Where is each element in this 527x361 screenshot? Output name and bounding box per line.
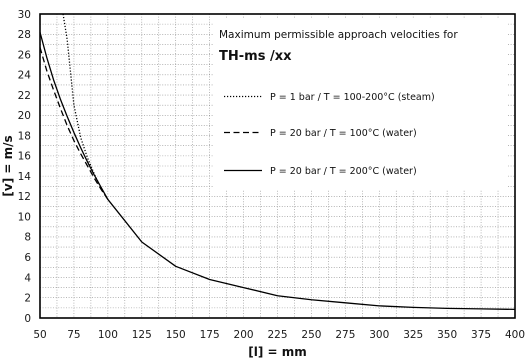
legend-entry-label: P = 20 bar / T = 100°C (water): [270, 128, 417, 139]
series-line-dotted: [62, 13, 109, 200]
x-axis-label: [l] = mm: [248, 345, 307, 359]
legend: Maximum permissible approach velocities …: [214, 18, 507, 190]
y-tick-label: 10: [18, 211, 31, 223]
legend-entries: P = 1 bar / T = 100-200°C (steam) P = 20 …: [224, 92, 435, 177]
y-tick-label: 12: [18, 191, 31, 203]
legend-entry-label: P = 1 bar / T = 100-200°C (steam): [270, 92, 435, 103]
x-tick-label: 250: [301, 329, 321, 341]
y-tick-label: 16: [18, 151, 32, 163]
y-axis-label: [v] = m/s: [1, 135, 15, 196]
series-lines: [39, 13, 516, 311]
y-tick-label: 0: [24, 313, 31, 325]
x-tick-label: 175: [200, 329, 220, 341]
y-tick-label: 2: [24, 293, 31, 305]
plot-frame: [39, 13, 516, 319]
x-tick-label: 100: [98, 329, 118, 341]
y-tick-label: 6: [24, 252, 31, 264]
legend-entry-label: P = 20 bar / T = 200°C (water): [270, 166, 417, 177]
x-tick-label: 325: [403, 329, 423, 341]
x-tick-label: 375: [471, 329, 491, 341]
y-tick-label: 8: [24, 232, 31, 244]
series-line-dashed: [39, 47, 109, 200]
y-tick-label: 26: [18, 49, 32, 61]
x-tick-label: 225: [267, 329, 287, 341]
y-tick-label: 30: [18, 9, 31, 21]
x-tick-label: 125: [132, 329, 152, 341]
y-tick-label: 28: [18, 29, 31, 41]
y-tick-label: 18: [18, 130, 31, 142]
x-tick-labels: 50 75 100 125 150 175 200 225 250 275 300 325 350 375…: [33, 329, 525, 341]
legend-model-name: TH-ms /xx: [219, 49, 292, 64]
y-tick-label: 22: [18, 90, 31, 102]
x-tick-label: 75: [67, 329, 80, 341]
series-line-solid: [39, 32, 516, 311]
x-tick-label: 300: [369, 329, 389, 341]
x-tick-label: 50: [33, 329, 46, 341]
legend-background: [214, 18, 507, 190]
y-tick-label: 14: [18, 171, 32, 183]
y-tick-label: 20: [18, 110, 31, 122]
x-tick-label: 400: [505, 329, 525, 341]
y-tick-label: 4: [24, 272, 31, 284]
x-tick-label: 200: [234, 329, 254, 341]
x-tick-label: 275: [335, 329, 355, 341]
legend-title: Maximum permissible approach velocities …: [219, 29, 458, 41]
x-tick-label: 350: [437, 329, 457, 341]
x-tick-label: 150: [166, 329, 186, 341]
y-tick-label: 24: [18, 70, 32, 82]
